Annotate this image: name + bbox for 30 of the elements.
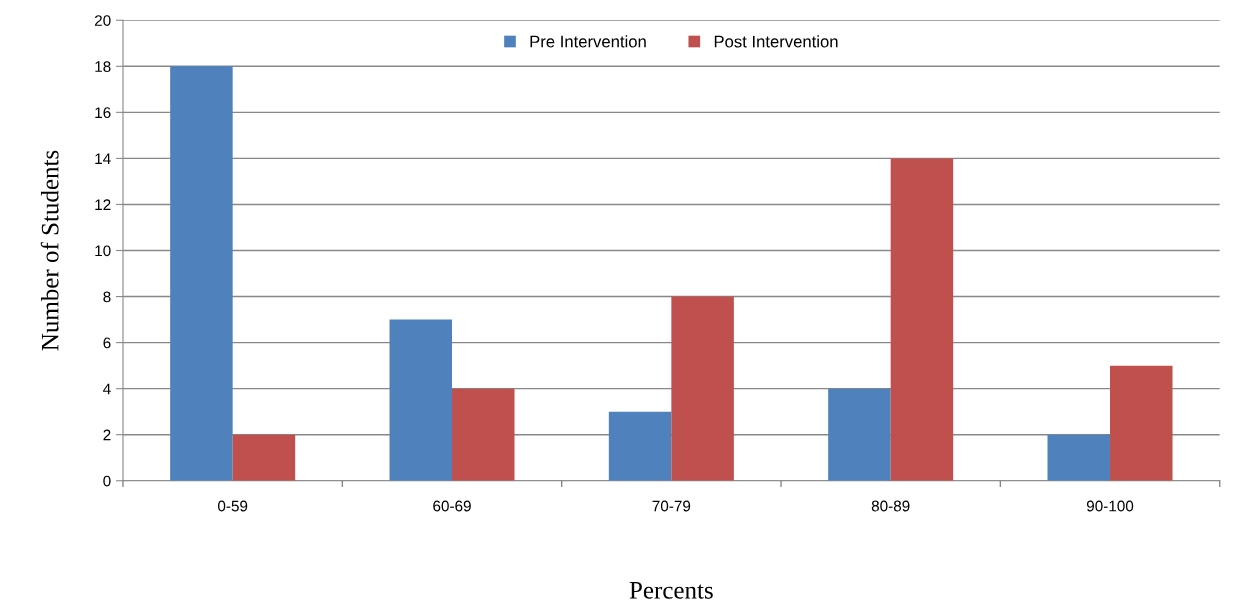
x-tick-label: 0-59 (217, 500, 248, 512)
y-tick-label: 6 (103, 337, 111, 349)
y-tick-label: 14 (95, 153, 111, 164)
y-tick-label: 18 (95, 61, 111, 72)
bar (890, 158, 954, 481)
y-tick-label: 12 (95, 199, 111, 210)
x-tick-label: 70-79 (652, 500, 691, 512)
bar (1047, 434, 1111, 481)
x-tick-label: 80-89 (871, 500, 910, 512)
bar (1110, 365, 1173, 481)
bar (170, 66, 233, 481)
legend-label: Pre Intervention (530, 35, 646, 48)
bar (389, 319, 453, 481)
bar (232, 434, 296, 481)
y-tick-label: 16 (95, 107, 111, 119)
y-tick-label: 8 (103, 291, 111, 303)
bar (671, 296, 734, 481)
bar (452, 388, 515, 481)
y-tick-label: 2 (103, 429, 111, 441)
y-tick-label: 10 (95, 245, 111, 257)
bar (608, 411, 672, 481)
y-tick-label: 4 (103, 383, 111, 395)
y-tick-label: 20 (94, 15, 111, 26)
legend-label: Post Intervention (714, 35, 838, 48)
bar (828, 388, 891, 481)
y-axis-title: Number of Students (40, 150, 59, 351)
x-tick-label: 90-100 (1086, 500, 1134, 512)
x-axis-title: Percents (629, 582, 713, 599)
y-tick-label: 0 (103, 475, 111, 487)
x-tick-label: 60-69 (433, 500, 471, 512)
